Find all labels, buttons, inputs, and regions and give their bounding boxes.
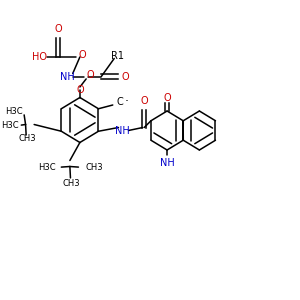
Text: O: O	[163, 93, 171, 103]
Text: CH3: CH3	[85, 164, 103, 172]
Text: CH3: CH3	[62, 178, 80, 188]
Text: O: O	[87, 70, 94, 80]
Text: C: C	[116, 97, 123, 107]
Text: O: O	[76, 85, 84, 95]
Text: O: O	[140, 95, 148, 106]
Text: R1: R1	[110, 50, 124, 61]
Text: H3C: H3C	[1, 122, 18, 130]
Text: H3C: H3C	[5, 107, 23, 116]
Text: NH: NH	[160, 158, 174, 168]
Text: HO: HO	[32, 52, 47, 62]
Text: CH3: CH3	[18, 134, 36, 143]
Text: NH: NH	[60, 71, 74, 82]
Text: O: O	[122, 71, 129, 82]
Text: O: O	[55, 23, 62, 34]
Text: NH: NH	[116, 125, 130, 136]
Text: O: O	[79, 50, 87, 61]
Text: H3C: H3C	[38, 164, 56, 172]
Text: ·: ·	[124, 94, 128, 108]
